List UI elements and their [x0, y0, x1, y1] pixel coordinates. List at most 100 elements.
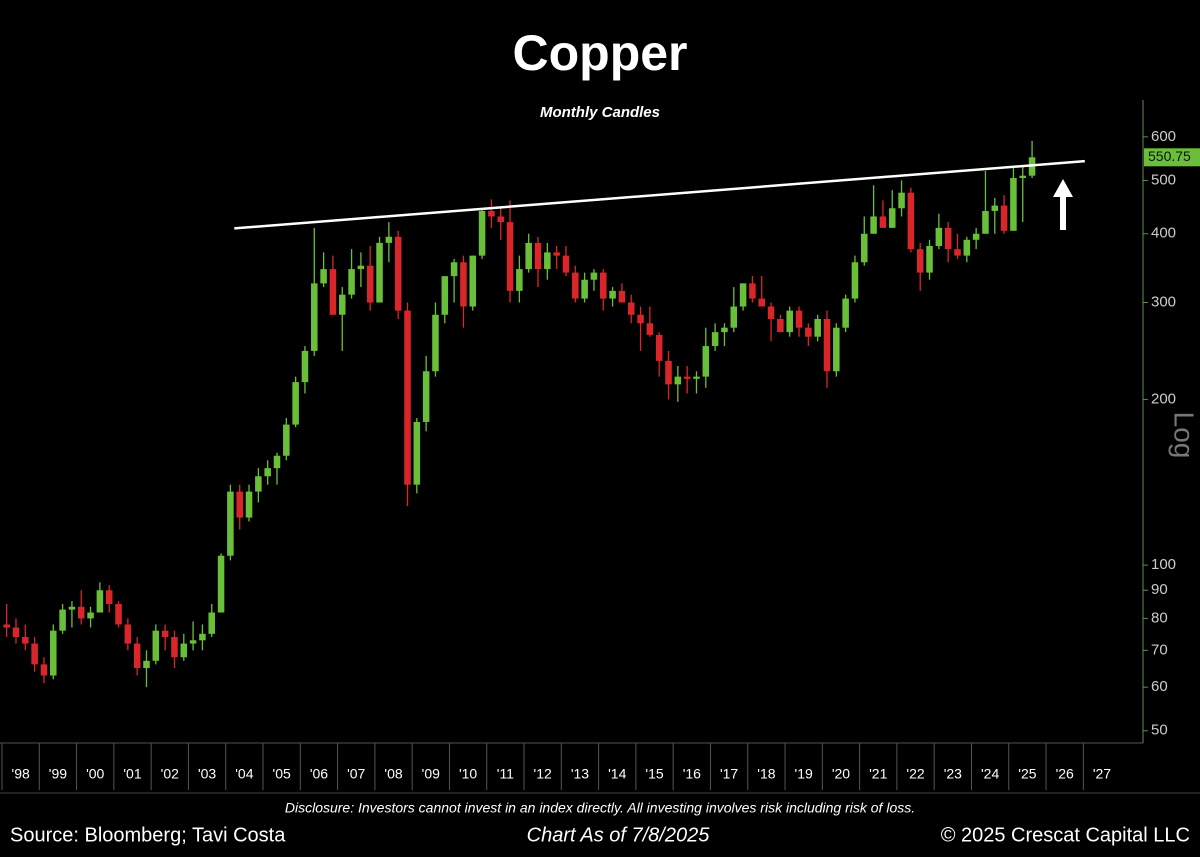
- candle: [385, 222, 393, 263]
- candle: [68, 601, 76, 628]
- x-tick-label: '17: [720, 766, 738, 782]
- candle-body: [394, 236, 402, 311]
- candle-body: [441, 276, 449, 315]
- candle-body: [152, 630, 160, 661]
- candle-body: [954, 249, 961, 256]
- candle-body: [879, 216, 887, 228]
- candle-body: [404, 310, 411, 485]
- x-tick-label: '04: [235, 766, 253, 782]
- candle: [562, 246, 570, 277]
- candle: [497, 208, 504, 240]
- candle-body: [581, 279, 588, 299]
- candle: [851, 255, 859, 303]
- candle: [227, 484, 234, 561]
- candle-body: [40, 664, 48, 676]
- candle: [115, 601, 122, 628]
- candle: [283, 418, 290, 461]
- candle: [646, 306, 654, 337]
- x-tick-label: '27: [1093, 766, 1111, 782]
- candle-body: [50, 630, 57, 676]
- copyright: © 2025 Crescat Capital LLC: [941, 824, 1190, 846]
- candle: [478, 208, 486, 259]
- candle-body: [767, 306, 775, 319]
- y-tick-label: 500: [1151, 171, 1176, 188]
- candle: [534, 236, 542, 288]
- candle: [50, 624, 57, 680]
- candle: [394, 230, 402, 319]
- candle: [22, 624, 29, 651]
- candle-body: [432, 314, 439, 372]
- candle: [348, 249, 355, 299]
- x-tick-label: '11: [497, 766, 514, 782]
- candle: [618, 283, 626, 303]
- candle: [516, 255, 523, 303]
- candle-body: [413, 421, 421, 485]
- candle: [133, 637, 141, 676]
- chart-title: Copper: [513, 25, 688, 81]
- candle: [292, 376, 299, 428]
- candle-body: [693, 376, 700, 379]
- candle-body: [208, 612, 216, 634]
- candle-body: [916, 249, 924, 273]
- candle: [916, 242, 924, 291]
- candle: [777, 314, 784, 333]
- candle: [320, 252, 327, 288]
- candle: [105, 585, 113, 613]
- candle: [721, 323, 728, 347]
- candle-body: [255, 476, 262, 492]
- candle: [1000, 195, 1008, 234]
- candle-body: [1019, 175, 1027, 179]
- candle-body: [124, 624, 132, 644]
- candle-body: [553, 252, 560, 256]
- candle: [935, 213, 943, 250]
- candle: [376, 236, 383, 303]
- x-tick-label: '05: [273, 766, 291, 782]
- candle: [954, 233, 961, 259]
- candle: [609, 287, 616, 307]
- candle-body: [180, 643, 188, 658]
- candle-body: [273, 455, 281, 469]
- candle: [422, 355, 430, 432]
- candle: [693, 371, 700, 394]
- x-tick-label: '13: [571, 766, 589, 782]
- candle-body: [599, 272, 607, 299]
- candle-body: [301, 350, 309, 383]
- candle-body: [366, 265, 374, 303]
- y-tick-label: 200: [1151, 390, 1176, 407]
- candle: [161, 624, 169, 651]
- candle: [87, 606, 94, 628]
- x-tick-label: '15: [645, 766, 663, 782]
- candle: [450, 258, 458, 303]
- candle: [3, 603, 10, 638]
- candle: [553, 246, 560, 270]
- trendline: [234, 159, 1085, 230]
- candle: [982, 171, 989, 234]
- candle-body: [161, 630, 169, 638]
- x-tick-label: '00: [86, 766, 104, 782]
- candle: [301, 346, 309, 394]
- candle: [311, 227, 318, 356]
- candle-body: [935, 227, 943, 247]
- x-tick-label: '02: [161, 766, 179, 782]
- candle: [31, 637, 38, 672]
- candle-body: [805, 327, 812, 337]
- candle-body: [627, 302, 635, 315]
- candle: [199, 624, 206, 651]
- y-tick-label: 50: [1151, 722, 1168, 739]
- x-tick-label: '24: [981, 766, 999, 782]
- candle-body: [506, 222, 514, 291]
- candle: [208, 603, 216, 638]
- candle-body: [963, 239, 971, 256]
- candle: [907, 187, 915, 253]
- candle-body: [861, 233, 868, 263]
- candle: [758, 276, 765, 307]
- candle: [599, 269, 607, 311]
- as-of: Chart As of 7/8/2025: [527, 824, 711, 846]
- candle: [488, 199, 495, 228]
- candle-body: [460, 262, 467, 307]
- candle: [40, 657, 48, 684]
- candle-body: [721, 327, 728, 333]
- candle-body: [264, 468, 271, 477]
- arrow: [1053, 179, 1073, 230]
